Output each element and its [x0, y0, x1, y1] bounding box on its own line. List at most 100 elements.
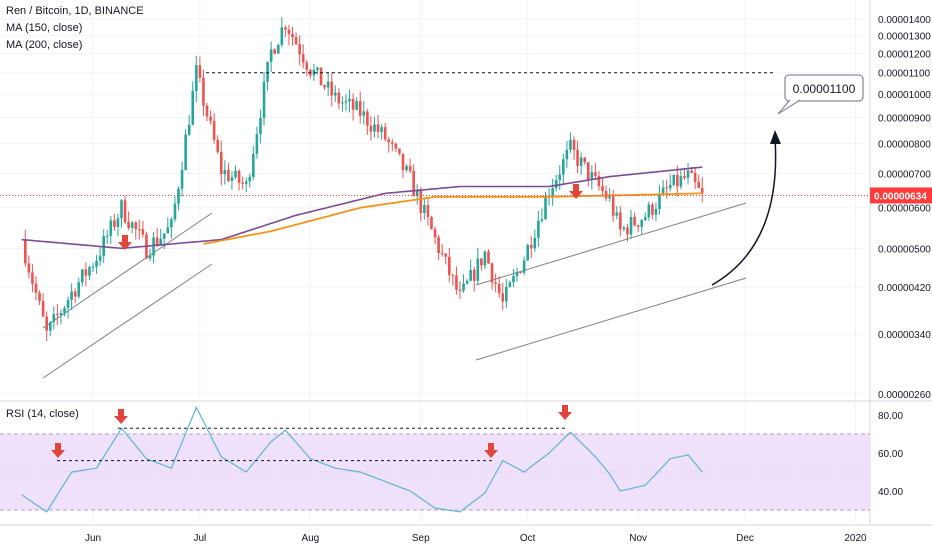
time-tick-label: Oct	[520, 533, 536, 544]
candle-up	[244, 181, 248, 184]
candle-down	[113, 220, 116, 227]
candle-up	[647, 204, 651, 218]
rsi-band	[0, 433, 870, 511]
candle-down	[84, 269, 88, 276]
candle-down	[41, 300, 45, 317]
y-axis-ticks[interactable]: 0.00001400 0.00001300 0.00001200 0.00001100…	[878, 15, 931, 401]
rsi-tick-label: 80.00	[878, 411, 903, 422]
candle-down	[430, 217, 433, 230]
candle-down	[337, 92, 341, 104]
down-arrow-icon-stem	[488, 443, 494, 450]
candle-up	[462, 283, 465, 291]
down-arrow-icon-stem	[122, 235, 128, 242]
candle-down	[141, 229, 145, 235]
candle-up	[654, 209, 658, 215]
candle-up	[405, 166, 408, 171]
channel-1-lower[interactable]	[42, 263, 213, 379]
candle-up	[362, 111, 366, 116]
candle-down	[205, 105, 209, 117]
candle-down	[490, 263, 494, 283]
candle-up	[159, 238, 162, 245]
candle-up	[508, 282, 512, 287]
x-axis-ticks[interactable]: Jun Jul Aug Sep Oct Nov Dec 2020	[85, 533, 867, 544]
candle-down	[448, 256, 451, 275]
candle-down	[138, 229, 141, 231]
candle-down	[291, 34, 294, 38]
time-tick-label: Aug	[301, 533, 319, 544]
candle-down	[358, 101, 362, 116]
rsi-axis-ticks[interactable]: 80.00 60.00 40.00	[878, 411, 903, 498]
price-tick-label: 0.00000420	[878, 283, 931, 294]
candle-down	[387, 139, 391, 143]
candle-down	[305, 62, 309, 70]
candle-down	[497, 283, 501, 294]
candle-up	[565, 149, 569, 160]
candle-down	[24, 239, 27, 264]
candle-down	[619, 212, 622, 230]
rsi-line	[21, 405, 703, 513]
candle-up	[540, 219, 544, 221]
candle-down	[676, 174, 679, 187]
candle-up	[505, 286, 508, 302]
candle-up	[276, 44, 280, 54]
candle-up	[98, 255, 102, 261]
candle-up	[373, 124, 376, 132]
candle-up	[686, 170, 690, 178]
candle-up	[355, 101, 358, 110]
price-tick-label: 0.00001300	[878, 32, 931, 43]
candle-up	[344, 101, 348, 103]
candle-up	[70, 291, 73, 300]
price-tick-label: 0.00001100	[878, 69, 931, 80]
candle-down	[351, 98, 355, 110]
candle-up	[234, 170, 237, 178]
candle-down	[241, 182, 244, 184]
candle-down	[583, 157, 586, 163]
target-callout-box[interactable]	[784, 74, 864, 102]
candle-down	[601, 186, 604, 192]
candle-down	[198, 65, 202, 78]
price-pane[interactable]	[0, 0, 870, 400]
candle-down	[34, 283, 38, 293]
candle-up	[476, 258, 480, 281]
time-tick-label: Nov	[629, 533, 647, 544]
candle-up	[316, 67, 319, 71]
price-tick-label: 0.00000260	[878, 390, 931, 401]
candle-up	[184, 134, 187, 171]
candle-up	[95, 260, 98, 267]
candle-up	[554, 180, 558, 189]
candle-up	[177, 188, 180, 204]
candle-down	[529, 244, 533, 249]
price-tick-label: 0.00000900	[878, 113, 931, 124]
candle-up	[191, 91, 195, 125]
price-tick-label: 0.00000800	[878, 140, 931, 151]
candle-down	[212, 120, 216, 140]
ma200-line	[203, 192, 703, 245]
time-tick-label: Jun	[85, 533, 101, 544]
candle-up	[326, 81, 330, 88]
down-arrow-icon-stem	[118, 409, 124, 416]
candle-down	[27, 263, 31, 273]
candle-down	[73, 291, 77, 297]
candle-up	[173, 203, 177, 220]
time-tick-label: 2020	[844, 533, 867, 544]
rsi-tick-label: 60.00	[878, 449, 903, 460]
candle-up	[533, 237, 537, 249]
time-tick-label: Sep	[412, 533, 430, 544]
candle-down	[472, 269, 476, 281]
last-price-label: 0.00000634	[874, 191, 927, 202]
candle-up	[522, 260, 526, 273]
candle-up	[341, 102, 344, 104]
projection-arrow-curve	[711, 137, 777, 286]
candle-up	[579, 157, 583, 166]
price-tick-label: 0.00001000	[878, 90, 931, 101]
chart-title: Ren / Bitcoin, 1D, BINANCE	[6, 5, 144, 17]
candle-up	[558, 174, 562, 181]
channel-2-lower[interactable]	[475, 277, 747, 361]
candle-down	[394, 143, 398, 149]
candle-up	[423, 205, 426, 214]
candle-down	[319, 67, 323, 86]
candle-down	[683, 176, 686, 178]
candle-down	[216, 139, 220, 152]
candle-up	[661, 187, 665, 194]
